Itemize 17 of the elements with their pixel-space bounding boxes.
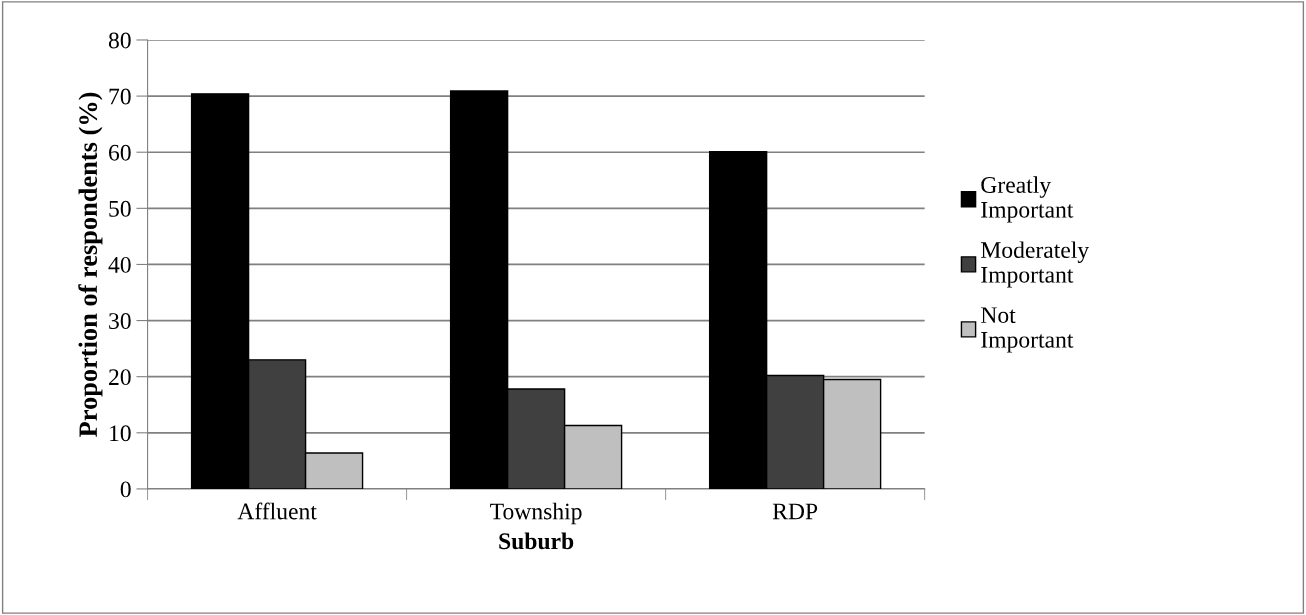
legend-label: Moderately Important	[981, 241, 1090, 288]
y-tick-label: 60	[109, 144, 131, 161]
y-tick-label: 20	[109, 369, 131, 386]
x-tick-label: RDP	[772, 503, 818, 520]
y-tick-label: 0	[120, 481, 131, 498]
y-tick-label: 50	[109, 200, 131, 217]
legend-label: Greatly Important	[981, 176, 1074, 223]
y-tick-label: 30	[109, 313, 131, 329]
x-tick-label: Township	[490, 502, 582, 525]
y-axis-title: Proportion of respondents (%)	[78, 92, 103, 437]
legend-label: Not Important	[981, 307, 1074, 353]
x-axis-title: Suburb	[499, 532, 574, 550]
y-tick-label: 40	[108, 256, 131, 273]
y-tick-label: 70	[109, 88, 131, 105]
y-tick-label: 10	[110, 425, 131, 442]
y-tick-label: 80	[108, 32, 131, 49]
x-tick-label: Affluent	[237, 502, 317, 520]
